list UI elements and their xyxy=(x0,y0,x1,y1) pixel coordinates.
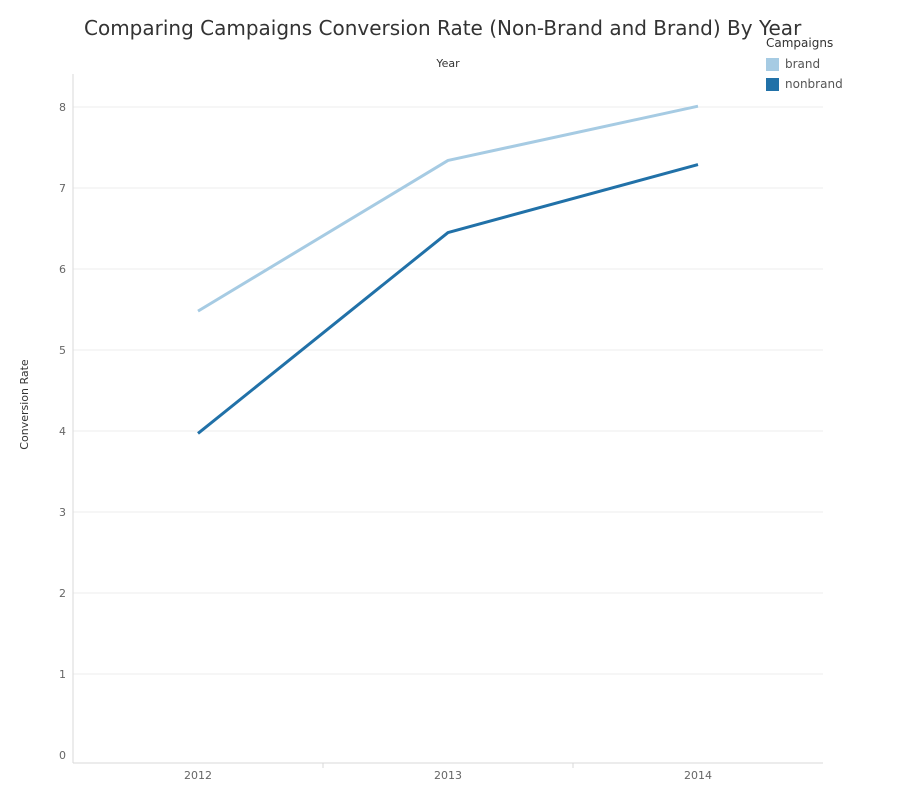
x-axis-title: Year xyxy=(435,57,460,70)
legend-swatch-nonbrand xyxy=(766,77,779,91)
y-tick-label: 0 xyxy=(59,749,66,762)
y-tick-label: 1 xyxy=(59,668,66,681)
y-axis-title: Conversion Rate xyxy=(18,359,31,450)
legend-title: Campaigns xyxy=(766,36,834,50)
x-tick-label: 2013 xyxy=(434,769,462,782)
y-tick-label: 6 xyxy=(59,263,66,276)
y-tick-label: 2 xyxy=(59,587,66,600)
legend-swatch-brand xyxy=(766,57,779,71)
y-tick-label: 8 xyxy=(59,101,66,114)
legend-item-nonbrand[interactable]: nonbrand xyxy=(766,74,843,94)
y-tick-label: 5 xyxy=(59,344,66,357)
legend-label-nonbrand: nonbrand xyxy=(785,77,843,91)
legend-label-brand: brand xyxy=(785,57,821,71)
series-line-nonbrand xyxy=(197,163,699,435)
x-tick-label: 2012 xyxy=(184,769,212,782)
y-tick-label: 4 xyxy=(59,425,66,438)
legend: Campaigns brand nonbrand xyxy=(766,36,843,94)
series-line-brand xyxy=(197,104,699,313)
y-tick-label: 7 xyxy=(59,182,66,195)
legend-item-brand[interactable]: brand xyxy=(766,54,843,74)
x-tick-label: 2014 xyxy=(684,769,712,782)
chart-title: Comparing Campaigns Conversion Rate (Non… xyxy=(84,16,802,40)
y-tick-label: 3 xyxy=(59,506,66,519)
